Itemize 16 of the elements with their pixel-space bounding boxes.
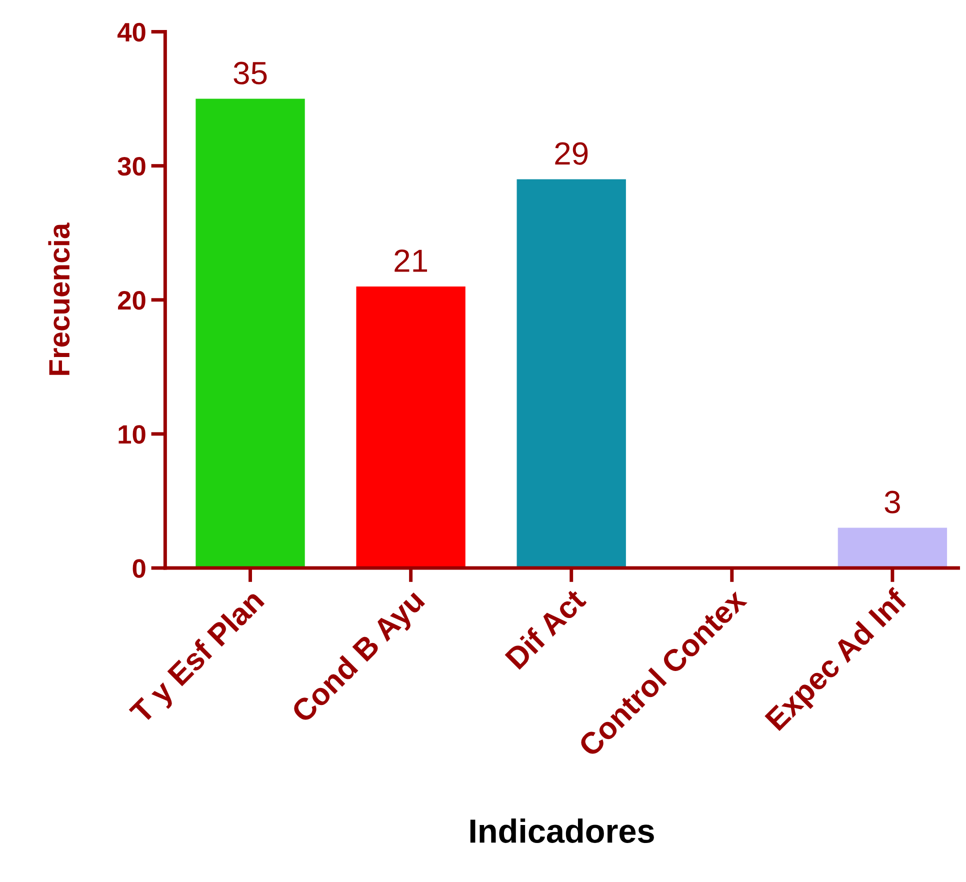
bar [196,98,305,568]
y-axis-title: Frecuencia [48,222,70,375]
bar [516,179,626,568]
y-tick-label: 30 [118,156,146,176]
x-tick-label: Dif Act [504,587,587,670]
y-tick-label: 20 [118,291,146,310]
bar [356,286,466,568]
y-tick-label: 0 [132,559,146,578]
data-label: 3 [884,490,900,514]
data-label: 29 [555,142,588,165]
y-tick-label: 40 [117,22,146,42]
data-label: 21 [394,249,428,272]
bar [838,528,948,568]
x-axis-title: Indicadores [470,818,654,843]
y-tick-label: 10 [118,425,146,444]
data-label: 35 [234,62,267,84]
